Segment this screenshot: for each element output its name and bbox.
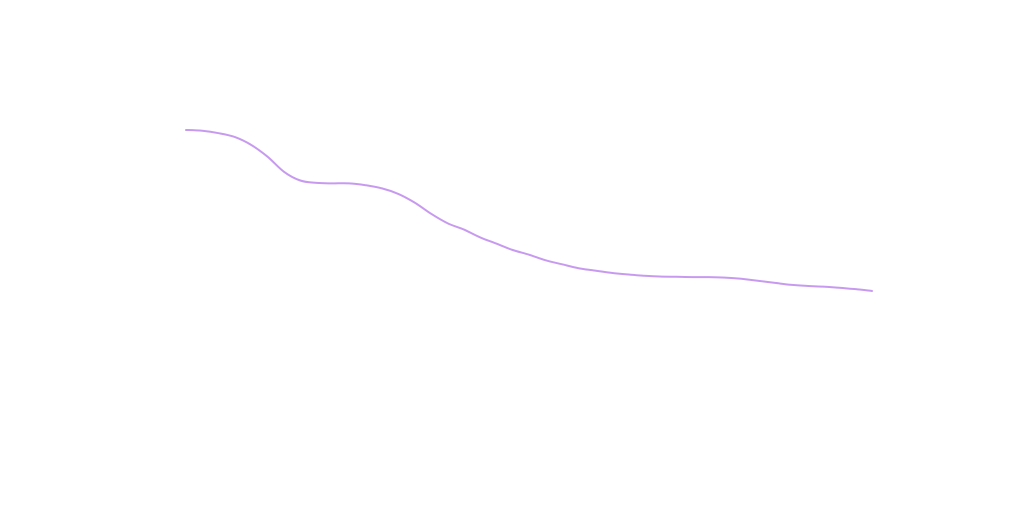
series-line-0: [185, 129, 873, 292]
plot-region: [185, 129, 873, 292]
